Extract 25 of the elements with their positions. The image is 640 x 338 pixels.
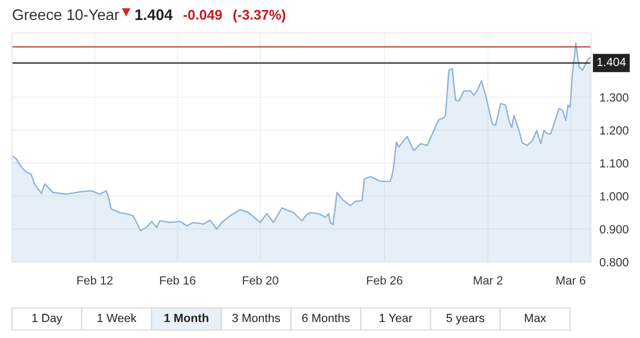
text: 1.404 xyxy=(135,9,173,20)
text: 1 Year xyxy=(380,314,412,322)
chart-title: Greece 10-Year xyxy=(12,9,120,20)
text: 1 Week xyxy=(98,313,137,322)
y-tick-label: 1.200 xyxy=(600,126,628,135)
x-tick-label: Feb 16 xyxy=(160,276,196,285)
text: 3 Months xyxy=(232,313,280,322)
y-tick-label: 1.100 xyxy=(600,159,628,168)
x-tick-label: Feb 26 xyxy=(367,276,402,285)
text: 1 Day xyxy=(32,314,62,325)
y-tick-label: 1.000 xyxy=(600,192,628,200)
text: 1 Month xyxy=(164,313,208,322)
text: 5 years xyxy=(446,314,484,325)
x-tick-label: Mar 2 xyxy=(474,276,502,285)
x-tick-label: Feb 20 xyxy=(242,276,278,285)
x-tick-label: Mar 6 xyxy=(556,276,586,285)
text: 6 Months xyxy=(302,313,350,322)
y-tick-label: 0.800 xyxy=(600,258,628,266)
x-tick-label: Feb 12 xyxy=(77,276,113,285)
y-tick-label: 1.300 xyxy=(600,93,628,102)
text: (-3.37%) xyxy=(233,10,286,22)
y-tick-label: 0.900 xyxy=(600,225,628,234)
text: -0.049 xyxy=(184,10,222,20)
ref-line-label: 1.404 xyxy=(597,58,626,66)
text: Max xyxy=(524,314,546,322)
